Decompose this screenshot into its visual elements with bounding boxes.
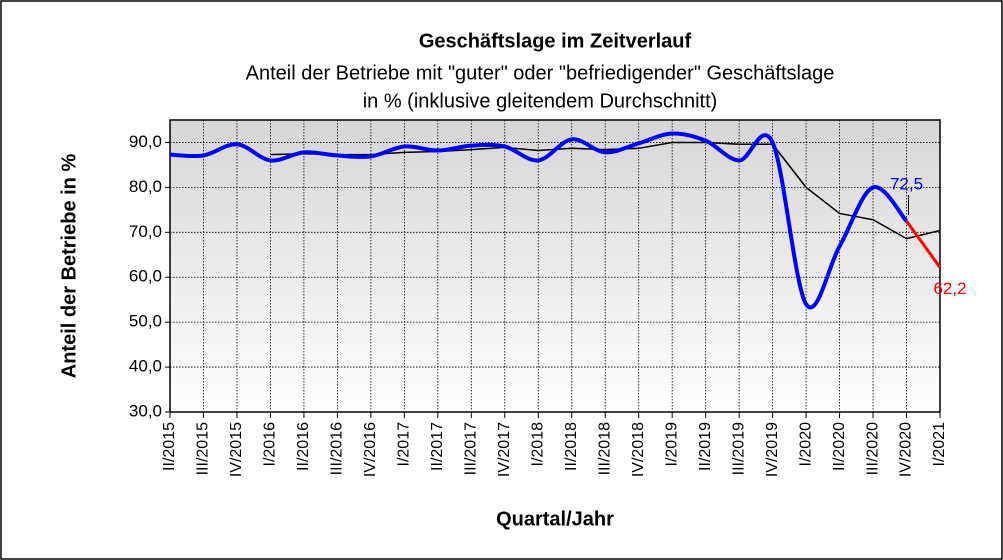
x-tick-label: IV/2016: [362, 422, 379, 477]
line-series: [905, 220, 942, 269]
x-tick-label: IV/2019: [764, 422, 781, 477]
x-tick-label: III/2020: [864, 422, 881, 475]
x-tick-label: III/2017: [463, 422, 480, 475]
x-tick-label: II/2019: [697, 422, 714, 471]
y-tick-label: 70,0: [129, 222, 162, 241]
x-tick-label: IV/2017: [496, 422, 513, 477]
y-tick-label: 40,0: [129, 357, 162, 376]
x-tick-label: II/2015: [161, 422, 178, 471]
x-tick-label: IV/2020: [898, 422, 915, 477]
y-tick-label: 80,0: [129, 177, 162, 196]
x-tick-label: I/2017: [396, 422, 413, 467]
x-tick-label: II/2016: [295, 422, 312, 471]
x-tick-label: I/2020: [797, 422, 814, 467]
chart-title: Geschäftslage im Zeitverlauf: [419, 30, 692, 52]
x-tick-label: III/2018: [596, 422, 613, 475]
x-tick-label: III/2016: [329, 422, 346, 475]
x-tick-label: I/2018: [529, 422, 546, 467]
data-label: 62,2: [933, 279, 966, 298]
y-tick-label: 50,0: [129, 312, 162, 331]
y-tick-label: 30,0: [129, 401, 162, 420]
x-tick-label: IV/2018: [630, 422, 647, 477]
plot-area: [170, 120, 940, 412]
x-tick-label: I/2019: [663, 422, 680, 467]
x-tick-label: III/2015: [195, 422, 212, 475]
x-tick-label: II/2020: [831, 422, 848, 471]
data-label: 72,5: [890, 175, 923, 194]
x-tick-label: III/2019: [730, 422, 747, 475]
x-tick-label: IV/2015: [228, 422, 245, 477]
y-axis-label: Anteil der Betriebe in %: [58, 154, 80, 379]
x-axis-label: Quartal/Jahr: [496, 508, 614, 530]
x-tick-label: I/2021: [931, 422, 948, 467]
chart-subtitle: in % (inklusive gleitendem Durchschnitt): [363, 90, 718, 112]
chart-subtitle: Anteil der Betriebe mit "guter" oder "be…: [246, 62, 835, 84]
x-tick-label: II/2018: [563, 422, 580, 471]
y-tick-label: 90,0: [129, 132, 162, 151]
x-tick-label: II/2017: [429, 422, 446, 471]
x-tick-label: I/2016: [262, 422, 279, 467]
y-tick-label: 60,0: [129, 267, 162, 286]
line-series: [169, 131, 909, 310]
